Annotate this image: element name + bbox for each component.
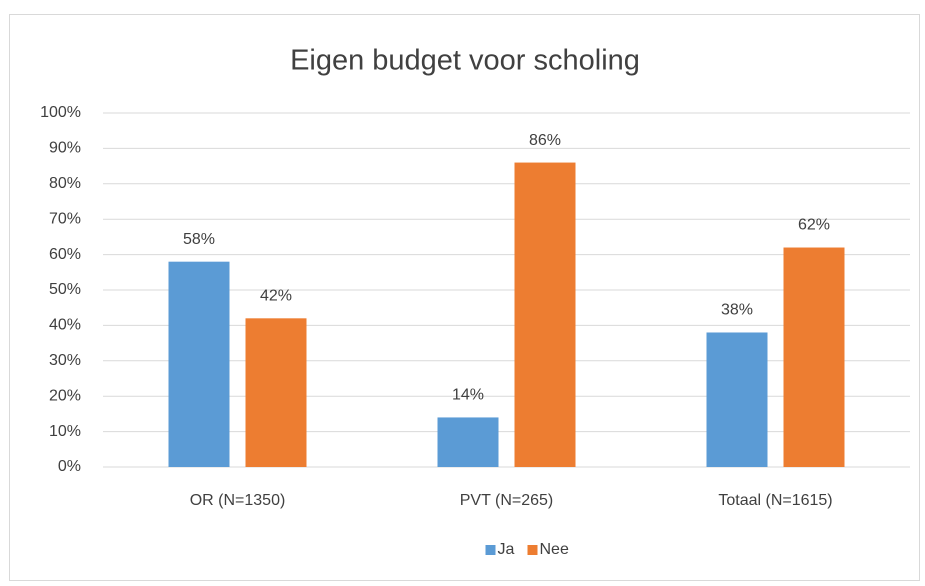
bar xyxy=(514,162,576,467)
y-tick-label: 40% xyxy=(49,317,81,334)
y-tick-label: 60% xyxy=(49,246,81,263)
bar xyxy=(706,332,768,467)
bar xyxy=(168,261,230,467)
y-tick-label: 0% xyxy=(58,458,81,475)
data-label: 42% xyxy=(260,288,292,305)
data-label: 14% xyxy=(452,387,484,404)
data-label: 62% xyxy=(798,217,830,234)
y-tick-label: 80% xyxy=(49,175,81,192)
bar xyxy=(783,247,845,467)
data-label: 38% xyxy=(721,302,753,319)
data-label: 58% xyxy=(183,231,215,248)
y-tick-label: 100% xyxy=(40,104,81,121)
chart-title: Eigen budget voor scholing xyxy=(290,45,640,77)
y-tick-label: 70% xyxy=(49,210,81,227)
data-label: 86% xyxy=(529,132,561,149)
x-tick-label: OR (N=1350) xyxy=(190,492,286,509)
y-tick-label: 50% xyxy=(49,281,81,298)
legend-swatch xyxy=(527,545,538,555)
y-tick-label: 90% xyxy=(49,140,81,157)
x-tick-label: Totaal (N=1615) xyxy=(718,492,832,509)
bar xyxy=(437,417,499,467)
bar xyxy=(245,318,307,467)
y-tick-label: 20% xyxy=(49,387,81,404)
legend-label: Ja xyxy=(498,541,515,558)
x-tick-label: PVT (N=265) xyxy=(460,492,554,509)
chart-border xyxy=(9,14,920,581)
y-tick-label: 10% xyxy=(49,423,81,440)
legend-swatch xyxy=(485,545,496,555)
legend-label: Nee xyxy=(540,541,569,558)
y-tick-label: 30% xyxy=(49,352,81,369)
